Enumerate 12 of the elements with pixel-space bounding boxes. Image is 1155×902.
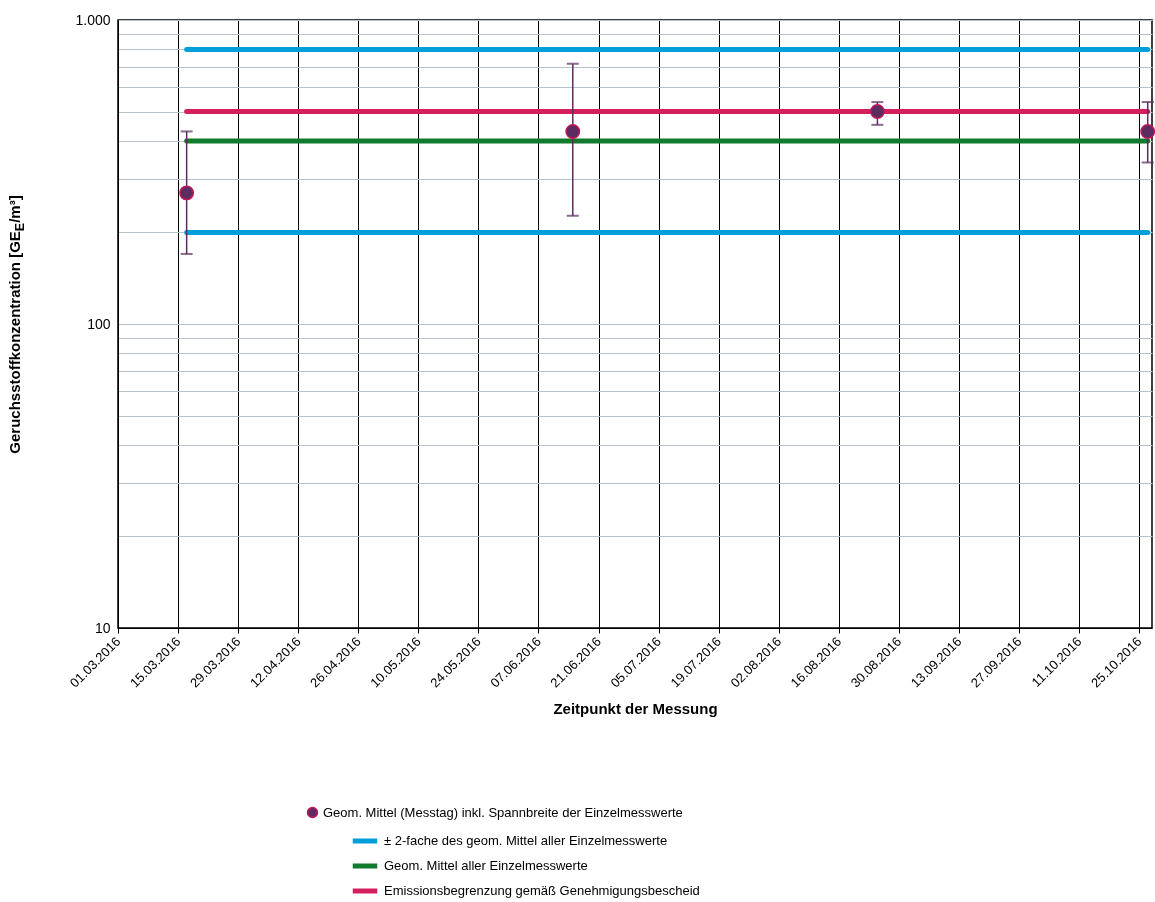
x-axis-title: Zeitpunkt der Messung (553, 700, 718, 718)
legend-label: Geom. Mittel (Messtag) inkl. Spannbreite der Einzelmesswerte (323, 804, 683, 820)
y-tick-label: 100 (87, 315, 111, 332)
legend-label: Emissionsbegrenzung gemäß Genehmigungsbescheid (384, 883, 700, 898)
legend-label: ± 2-fache des geom. Mittel aller Einzelmesswerte (384, 833, 668, 848)
point (565, 123, 581, 139)
y-tick-label: 10 (94, 619, 111, 636)
point (179, 185, 195, 201)
legend-label: Geom. Mittel aller Einzelmesswerte (384, 858, 588, 873)
point (869, 104, 885, 119)
point (1140, 123, 1155, 139)
y-tick-label: 1.000 (75, 11, 111, 28)
